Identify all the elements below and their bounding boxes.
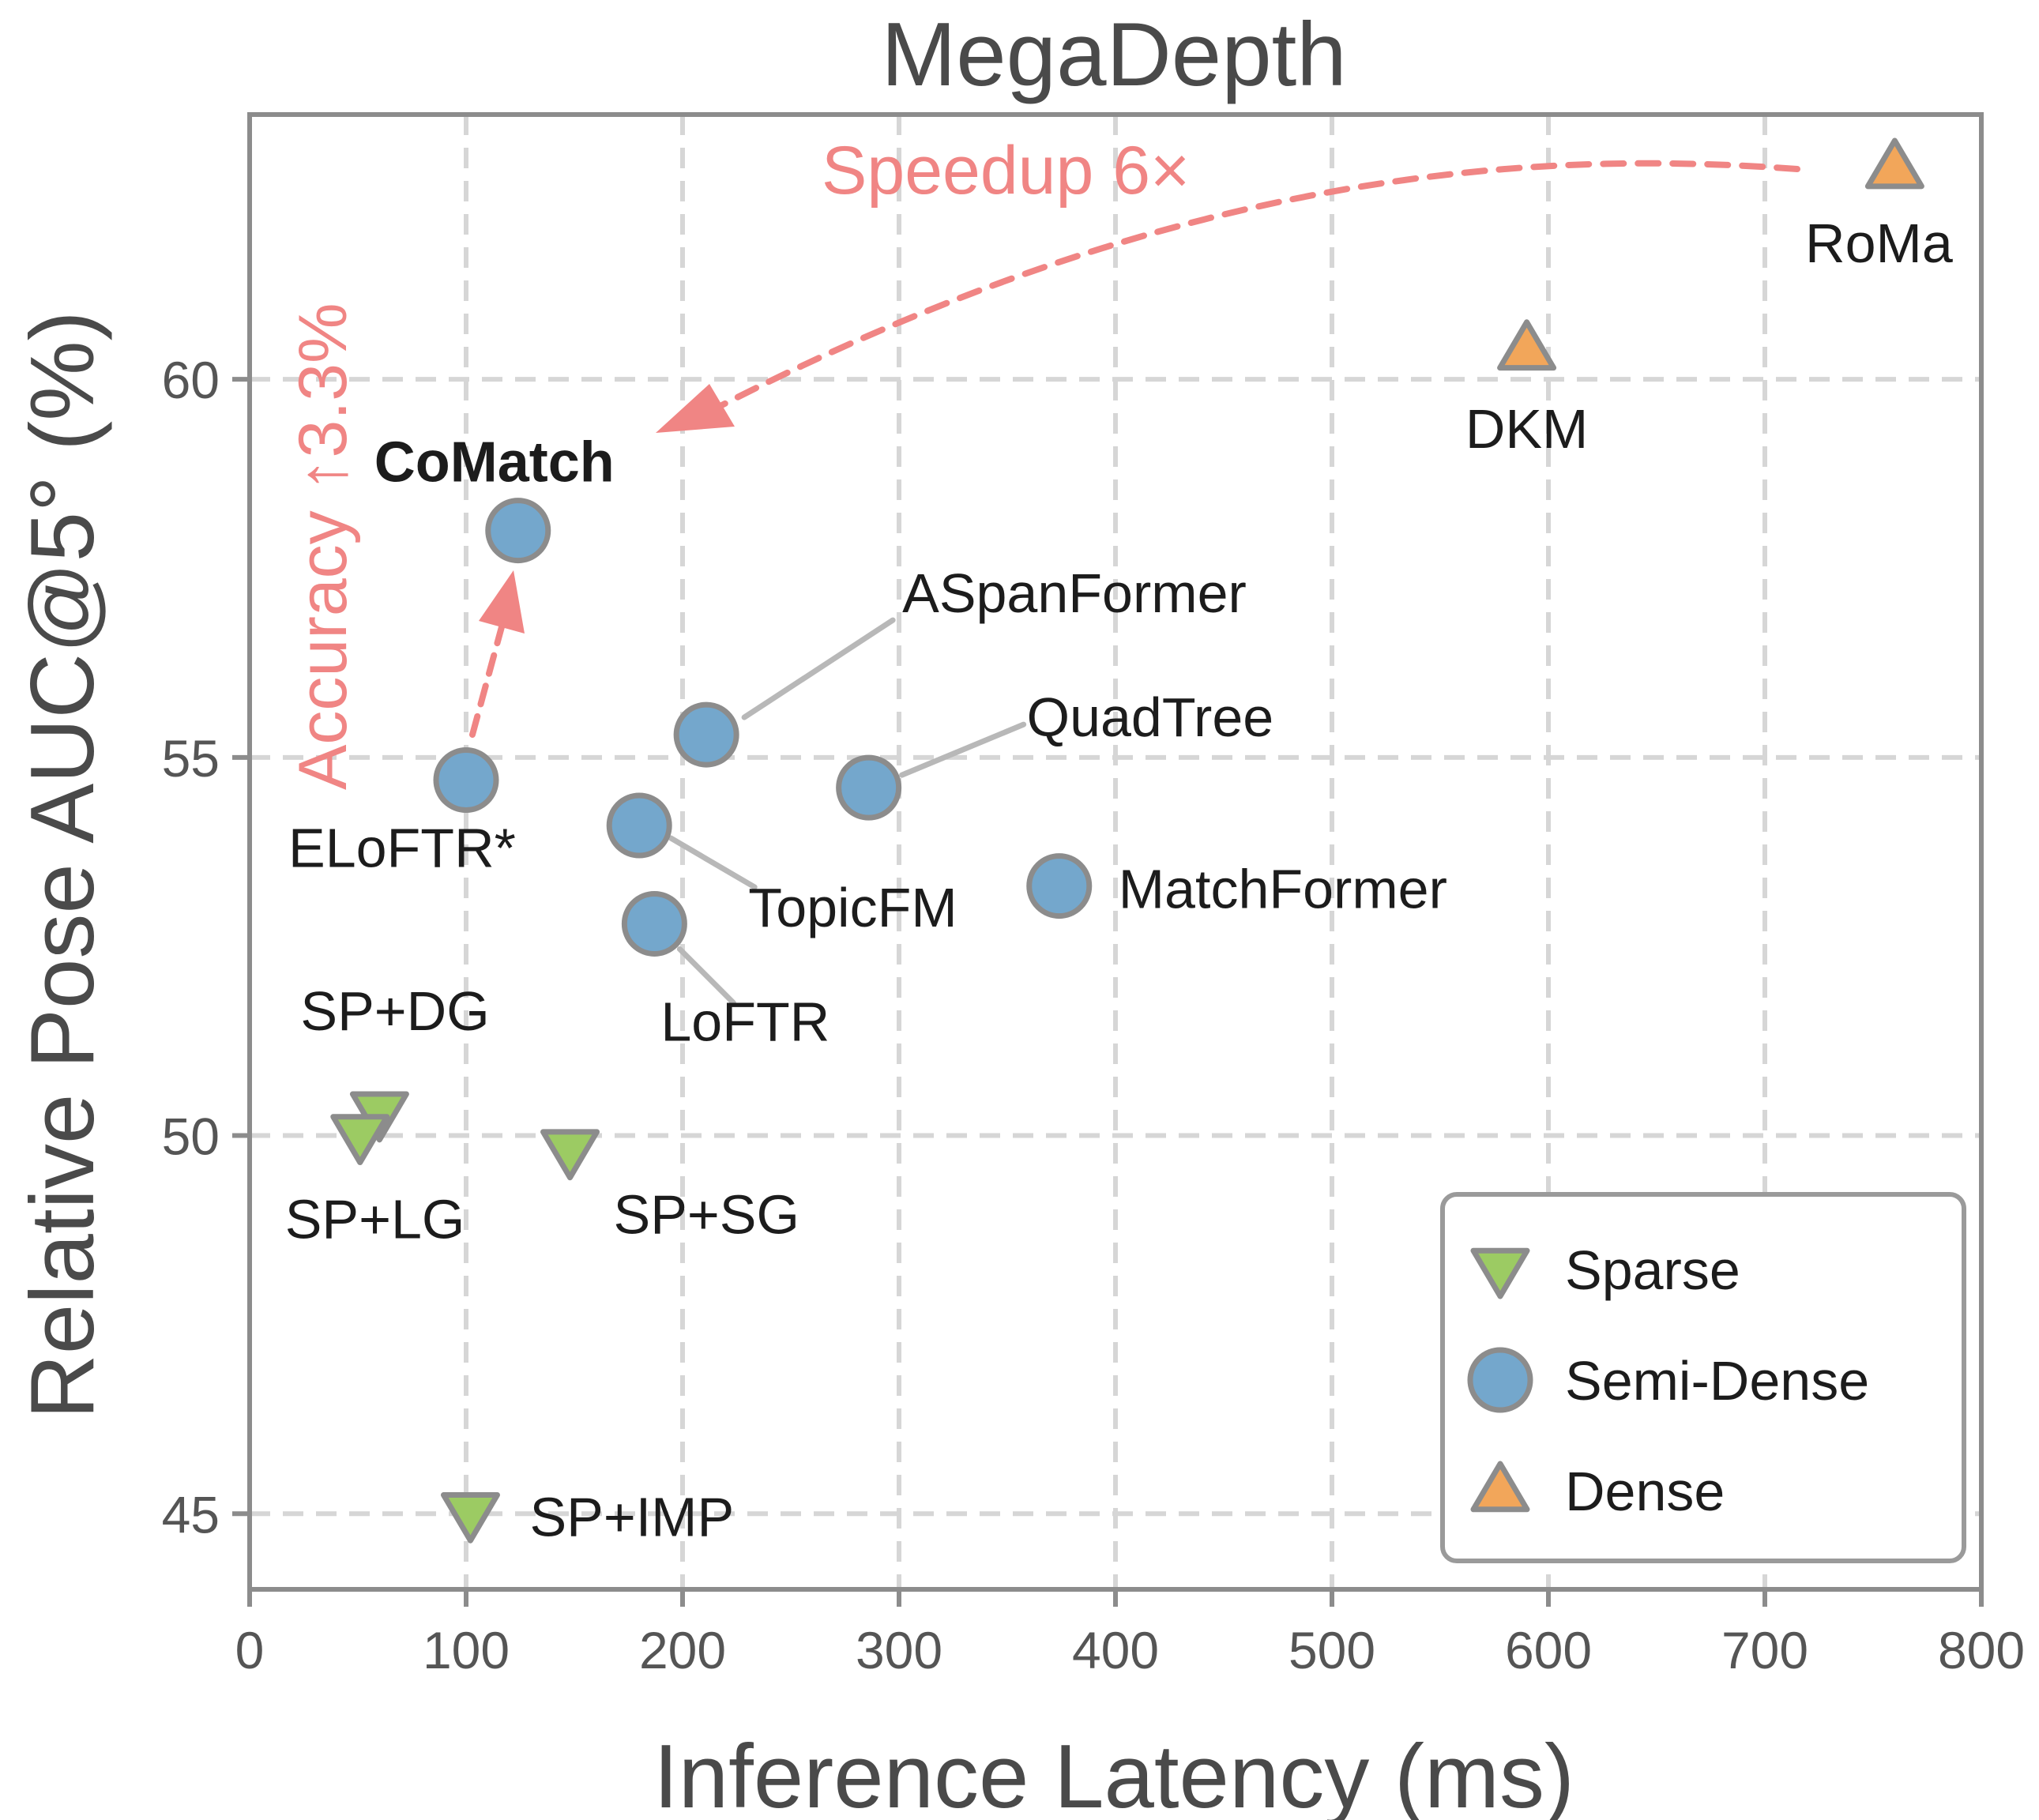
leader-line-quadtree: [899, 721, 1027, 778]
accuracy-arrow: [469, 621, 506, 738]
leader-line-loftr: [676, 946, 736, 1006]
legend-label-semi-dense: Semi-Dense: [1565, 1350, 1869, 1412]
x-tick-label: 600: [1505, 1621, 1592, 1679]
accuracy-arrowhead: [479, 570, 525, 634]
point-comatch: [485, 498, 551, 564]
speedup-arrow: [708, 160, 1800, 414]
y-tick-label: 55: [162, 729, 220, 788]
annotation-arrows: [469, 160, 1800, 738]
legend-box: [1440, 1192, 1966, 1563]
data-points: [330, 137, 1924, 1544]
legend: Sparse Semi-Dense Dense: [1440, 1192, 1966, 1563]
point-labels: SP+DG SP+LG SP+SG SP+IMP CoMatch ELoFTR* ASpan…: [285, 212, 1953, 1547]
point-label-sp-imp: SP+IMP: [529, 1486, 734, 1547]
point-label-loftr: LoFTR: [660, 991, 830, 1052]
point-sp-imp: [440, 1491, 500, 1544]
point-label-dkm: DKM: [1465, 398, 1589, 460]
x-tick-label: 300: [856, 1621, 942, 1679]
speedup-annotation: Speedup 6×: [822, 133, 1190, 209]
point-label-sp-dg: SP+DG: [300, 980, 489, 1042]
point-loftr: [621, 890, 687, 957]
x-tick-label: 200: [639, 1621, 726, 1679]
point-eloftr: [433, 747, 499, 814]
y-tick-label: 45: [162, 1485, 220, 1544]
point-aspanformer: [673, 701, 739, 768]
legend-marker-dense: [1470, 1461, 1530, 1513]
point-label-topicfm: TopicFM: [748, 877, 957, 938]
point-matchformer: [1026, 853, 1093, 919]
accuracy-annotation: Accuracy ↑3.3%: [285, 303, 361, 790]
point-label-aspanformer: ASpanFormer: [902, 562, 1247, 624]
x-tick-label: 500: [1288, 1621, 1375, 1679]
y-tick-label: 50: [162, 1107, 220, 1166]
point-label-quadtree: QuadTree: [1027, 686, 1274, 748]
point-sp-lg: [330, 1114, 390, 1166]
x-tick-label: 700: [1721, 1621, 1808, 1679]
legend-label-dense: Dense: [1565, 1461, 1725, 1522]
point-label-eloftr: ELoFTR*: [288, 818, 516, 879]
point-label-matchformer: MatchFormer: [1119, 859, 1447, 920]
x-axis-label: Inference Latency (ms): [653, 1727, 1574, 1820]
x-tick-label: 400: [1072, 1621, 1159, 1679]
legend-label-sparse: Sparse: [1565, 1239, 1740, 1301]
axes: 0 100 200 300 400 500 600 700 800 45 50 55 60: [162, 112, 2025, 1679]
leader-line-aspanformer: [741, 617, 896, 720]
y-axis-label: Relative Pose AUC@5° (%): [13, 310, 113, 1419]
point-label-roma: RoMa: [1805, 212, 1953, 274]
x-tick-label: 800: [1938, 1621, 2025, 1679]
legend-marker-sparse: [1470, 1247, 1530, 1299]
leader-lines: [668, 617, 1027, 1006]
chart-title: MegaDepth: [881, 5, 1346, 105]
point-topicfm: [606, 792, 672, 859]
point-roma: [1864, 137, 1924, 190]
point-quadtree: [836, 754, 902, 821]
point-label-sp-lg: SP+LG: [285, 1189, 465, 1250]
point-sp-sg: [540, 1129, 600, 1181]
point-label-comatch: CoMatch: [374, 431, 615, 494]
legend-marker-semi-dense: [1467, 1347, 1533, 1413]
leader-line-topicfm: [668, 835, 758, 890]
x-tick-label: 100: [423, 1621, 510, 1679]
speedup-arrowhead: [656, 384, 735, 433]
y-tick-label: 60: [162, 351, 220, 409]
x-tick-label: 0: [235, 1621, 265, 1679]
point-dkm: [1497, 319, 1557, 371]
point-label-sp-sg: SP+SG: [614, 1184, 799, 1246]
